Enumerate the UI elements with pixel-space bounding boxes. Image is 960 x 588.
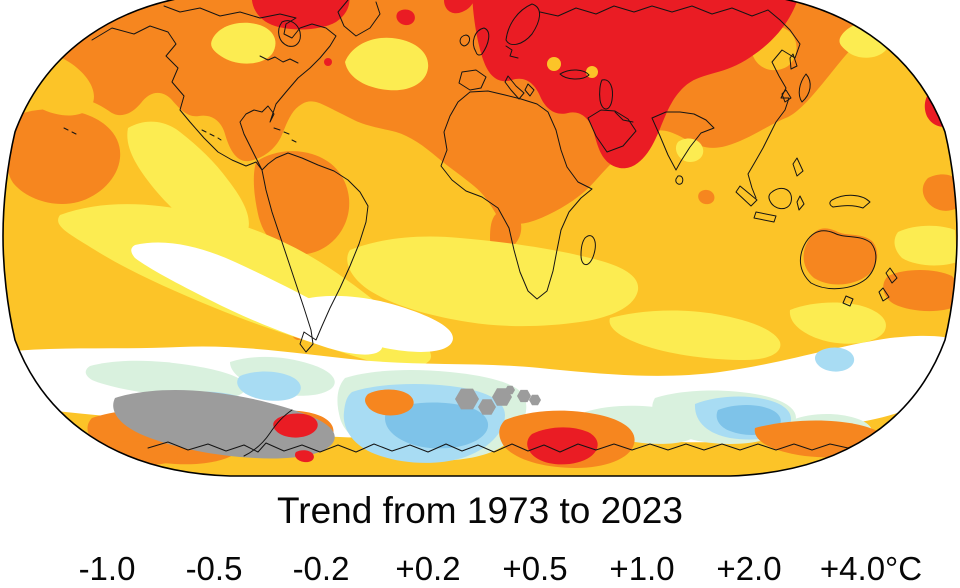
coast-java <box>753 211 777 223</box>
coast-tasmania <box>842 295 854 307</box>
red-dot <box>324 58 332 66</box>
coast-sri-lanka <box>675 175 684 185</box>
red-antarctic-blob <box>273 413 318 438</box>
coast-iberia <box>458 69 487 91</box>
coast-south-america <box>261 152 369 353</box>
coast-madagascar <box>580 235 596 266</box>
gray-hex <box>455 388 479 410</box>
coast-hudson-bay <box>278 20 301 47</box>
red-antarctic-blob <box>527 427 598 465</box>
coast-north-america <box>91 25 263 171</box>
orange-indian-dot <box>698 189 715 205</box>
coast-persian-gulf <box>614 111 634 123</box>
coast-sakhalin <box>789 53 798 70</box>
lemon-canada <box>211 22 276 64</box>
red-arctic-blob <box>444 0 475 14</box>
coastlines <box>63 0 898 457</box>
lemon-south-atlantic <box>347 236 639 327</box>
colorbar-tick: +2.0 <box>716 550 782 587</box>
red-arctic-blob <box>688 0 735 7</box>
coast-antarctic-peninsula <box>243 409 293 457</box>
orange-australia <box>803 228 878 285</box>
map-layers <box>3 0 957 476</box>
coast-hawaii-dots <box>63 127 222 141</box>
gray-west-antarctica <box>113 390 335 459</box>
lemon-ne-pacific <box>127 121 249 243</box>
colorbar-tick: +1.0 <box>609 550 675 587</box>
colorbar-tick: +0.2 <box>395 550 461 587</box>
colorbar-tick: -0.5 <box>185 550 243 587</box>
coast-korea <box>781 89 792 103</box>
coast-australia <box>799 230 877 290</box>
coast-baltic <box>505 45 519 59</box>
lemon-india <box>675 138 704 162</box>
gray-hex <box>505 385 515 395</box>
colorbar-tick: +0.5 <box>502 550 568 587</box>
lemon-right-edge <box>894 225 957 266</box>
red-antarctic-blob <box>294 450 314 463</box>
light-blue-blob <box>814 347 855 372</box>
coast-india <box>651 111 715 171</box>
red-greenland-dot <box>396 9 415 26</box>
gray-hex <box>529 394 541 406</box>
white-se-pacific-east <box>293 295 453 352</box>
world-map <box>2 0 958 477</box>
coast-black-sea <box>559 69 590 80</box>
map-title: Trend from 1973 to 2023 <box>277 490 683 531</box>
coast-africa <box>440 90 593 300</box>
colorbar-tick-labels: -1.0 -0.5 -0.2 +0.2 +0.5 +1.0 +2.0 +4.0°… <box>79 550 923 587</box>
red-europe-middle-east <box>472 0 800 169</box>
coast-gulf-east-na <box>163 5 337 171</box>
coast-greece <box>524 83 535 97</box>
gray-hex <box>478 399 496 415</box>
coast-greenland <box>337 0 381 37</box>
coast-arabia <box>587 109 637 153</box>
colorbar-tick: +4.0°C <box>819 550 923 587</box>
light-blue-blob <box>237 371 301 401</box>
coast-italy <box>504 75 525 100</box>
coast-sumatra <box>735 185 758 207</box>
red-arctic-blob <box>251 0 350 30</box>
coast-philippines <box>792 157 804 177</box>
orange-right-edge-mid <box>883 270 957 312</box>
amber-dot <box>547 57 561 71</box>
orange-nw-pacific <box>5 109 121 204</box>
coast-borneo <box>768 187 792 210</box>
coast-uk <box>472 27 490 56</box>
coast-antarctica <box>147 431 885 453</box>
orange-right-edge-upper <box>922 174 957 211</box>
lemon-south-indian <box>609 310 781 360</box>
lemon-south-of-australia <box>789 302 886 344</box>
coast-new-guinea <box>829 194 871 209</box>
coast-scandinavia <box>505 3 540 46</box>
mint-blob <box>85 360 246 400</box>
map-outline <box>2 0 958 477</box>
colorbar-tick: -1.0 <box>78 550 136 587</box>
coast-great-lakes <box>259 55 299 64</box>
coast-asia <box>539 5 801 199</box>
orange-antarctic-blob <box>365 389 414 416</box>
coast-sulawesi <box>796 195 805 211</box>
lemon-north-atlantic <box>345 37 429 91</box>
coast-ireland <box>459 34 471 47</box>
region-gray-no-data <box>113 385 541 459</box>
coast-caribbean-dots <box>273 127 297 143</box>
gray-hex <box>517 389 531 403</box>
coast-new-zealand <box>878 267 898 302</box>
medium-blue-blob <box>384 402 489 449</box>
white-se-pacific <box>131 242 383 355</box>
coast-japan <box>798 73 811 103</box>
colorbar-tick: -0.2 <box>292 550 350 587</box>
coast-caspian <box>599 79 613 110</box>
